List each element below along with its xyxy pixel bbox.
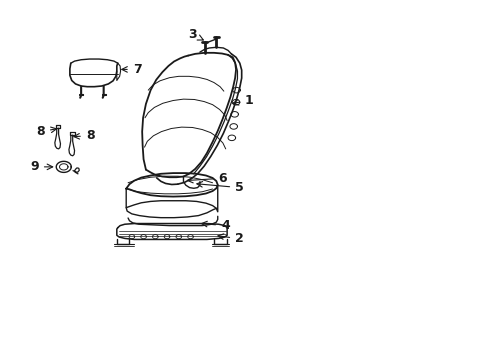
Text: 2: 2 xyxy=(218,232,244,245)
Text: 3: 3 xyxy=(188,28,203,41)
Text: 8: 8 xyxy=(74,129,94,142)
Text: 8: 8 xyxy=(36,125,57,138)
Text: 6: 6 xyxy=(187,172,227,185)
Text: 7: 7 xyxy=(122,63,141,76)
Text: 9: 9 xyxy=(30,160,53,174)
Text: 1: 1 xyxy=(232,94,253,107)
Text: 4: 4 xyxy=(201,219,229,232)
Text: 5: 5 xyxy=(197,181,244,194)
